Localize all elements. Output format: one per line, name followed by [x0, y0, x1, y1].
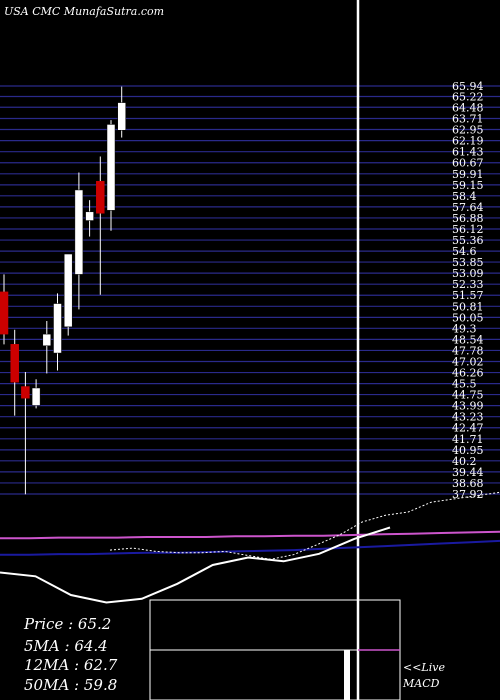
candle-body — [74, 189, 84, 275]
y-tick-label: 61.43 — [452, 146, 484, 159]
y-tick-label: 40.2 — [452, 455, 477, 468]
y-tick-label: 38.68 — [452, 477, 484, 490]
macd-label: MACD — [403, 677, 440, 690]
ma50-stat: 50MA : 59.8 — [24, 676, 118, 694]
y-tick-label: 47.78 — [452, 344, 484, 357]
y-tick-label: 62.19 — [452, 135, 484, 148]
y-tick-label: 45.5 — [452, 378, 477, 391]
ma12-stat: 12MA : 62.7 — [24, 656, 118, 674]
y-tick-label: 49.3 — [452, 322, 477, 335]
candle-body — [0, 291, 9, 335]
y-tick-label: 56.12 — [452, 223, 484, 236]
y-tick-label: 58.4 — [452, 190, 477, 203]
candle-body — [53, 303, 62, 354]
y-tick-label: 43.99 — [452, 400, 484, 413]
y-tick-label: 42.47 — [452, 422, 484, 435]
y-tick-label: 59.15 — [452, 179, 484, 192]
y-tick-label: 63.71 — [452, 112, 484, 125]
live-macd-label: <<Live MACD — [403, 660, 445, 692]
y-tick-label: 53.09 — [452, 267, 484, 280]
y-tick-label: 64.48 — [452, 101, 484, 114]
candle-body — [10, 344, 19, 383]
y-tick-label: 54.6 — [452, 245, 477, 258]
y-tick-label: 39.44 — [452, 466, 484, 479]
y-tick-label: 62.95 — [452, 124, 484, 137]
y-tick-label: 57.64 — [452, 201, 484, 214]
dotted-indicator-line — [109, 491, 500, 560]
y-tick-label: 50.81 — [452, 300, 484, 313]
y-tick-label: 53.85 — [452, 256, 484, 269]
signal-line — [0, 530, 500, 540]
watermark: USA CMC MunafaSutra.com — [4, 5, 165, 18]
y-tick-label: 44.75 — [452, 389, 484, 402]
y-tick-label: 59.91 — [452, 168, 484, 181]
y-tick-label: 56.88 — [452, 212, 484, 225]
candle-body — [106, 124, 116, 211]
macd-line — [0, 526, 391, 604]
candle-body — [117, 102, 126, 131]
blue-indicator-line — [0, 539, 500, 556]
y-tick-label: 52.33 — [452, 278, 484, 291]
live-label: <<Live — [403, 661, 445, 674]
y-tick-label: 65.22 — [452, 90, 484, 103]
y-tick-label: 43.23 — [452, 411, 484, 424]
candle-body — [85, 211, 94, 221]
y-tick-label: 60.67 — [452, 157, 484, 170]
y-tick-label: 50.05 — [452, 311, 484, 324]
candle-body — [21, 386, 30, 399]
macd-histogram-bar — [344, 650, 350, 700]
price-stat: Price : 65.2 — [24, 615, 112, 633]
candle-body — [42, 333, 52, 347]
y-tick-label: 48.54 — [452, 333, 484, 346]
y-tick-label: 46.26 — [452, 367, 484, 380]
candle-body — [31, 387, 41, 406]
y-tick-label: 37.92 — [452, 488, 484, 501]
candle-body — [96, 180, 105, 214]
y-tick-label: 55.36 — [452, 234, 484, 247]
ma5-stat: 5MA : 64.4 — [24, 637, 108, 655]
y-tick-label: 47.02 — [452, 355, 484, 368]
candle-body — [63, 253, 73, 328]
y-tick-label: 51.57 — [452, 289, 484, 302]
y-tick-label: 65.94 — [452, 80, 484, 93]
y-tick-label: 40.95 — [452, 444, 484, 457]
y-tick-label: 41.71 — [452, 433, 484, 446]
